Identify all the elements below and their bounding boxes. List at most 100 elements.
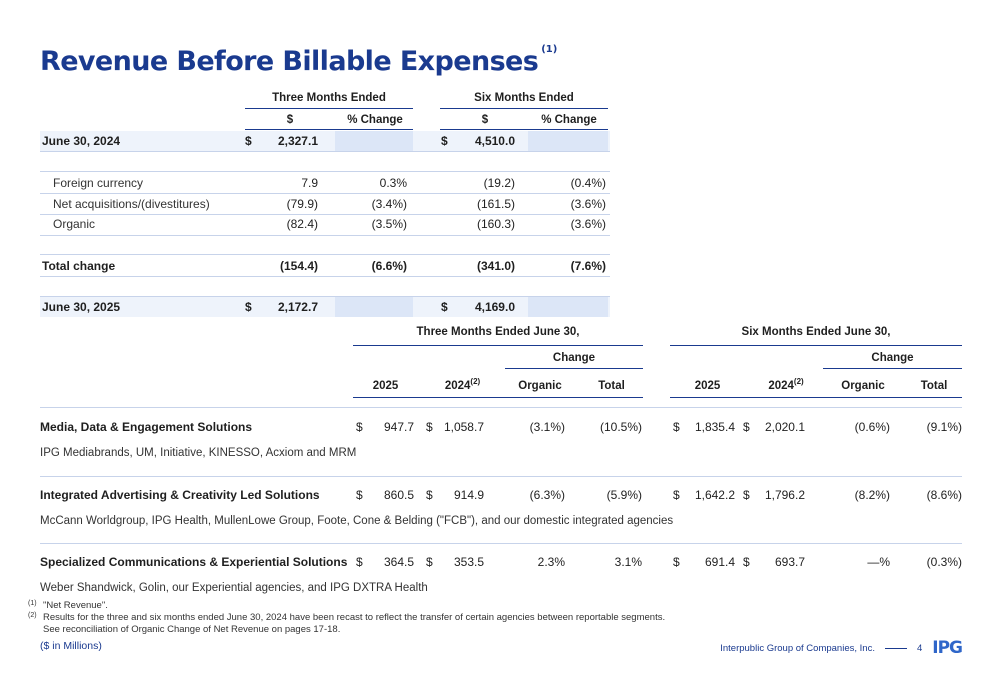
- q-total: (10.5%): [599, 420, 642, 434]
- segment-name: Media, Data & Engagement Solutions: [40, 420, 253, 434]
- q-organic: 2.3%: [537, 555, 565, 569]
- row-label: Organic: [53, 217, 96, 231]
- page-title: Revenue Before Billable Expenses (1): [40, 44, 558, 77]
- row-divider: [40, 193, 610, 194]
- q24-value: 353.5: [453, 555, 484, 569]
- table-row: Organic (82.4) (3.5%) (160.3) (3.6%): [40, 214, 610, 234]
- footnote: See reconciliation of Organic Change of …: [28, 624, 665, 636]
- q-value: (154.4): [279, 259, 318, 273]
- empty-highlight-cell: [335, 131, 413, 151]
- company-name: Interpublic Group of Companies, Inc.: [720, 642, 875, 654]
- row-label: Foreign currency: [53, 176, 144, 190]
- q24-value: 1,058.7: [443, 420, 484, 434]
- currency-sign: $: [245, 134, 252, 148]
- segment-name: Specialized Communications & Experientia…: [40, 555, 348, 569]
- s-value: (19.2): [483, 176, 515, 190]
- s24-value: 1,796.2: [764, 488, 805, 502]
- row-label: June 30, 2025: [42, 300, 121, 314]
- row-divider: [40, 276, 610, 277]
- currency-sign: $: [426, 420, 433, 434]
- table-row: Total change (154.4) (6.6%) (341.0) (7.6…: [40, 256, 610, 276]
- q-value: (79.9): [286, 197, 318, 211]
- header-three-months-june: Three Months Ended June 30,: [416, 326, 580, 338]
- segment-description: IPG Mediabrands, UM, Initiative, KINESSO…: [40, 447, 357, 459]
- col-s-dollar: $: [481, 114, 489, 126]
- segment-description: Weber Shandwick, Golin, our Experiential…: [40, 582, 428, 594]
- currency-sign: $: [356, 488, 363, 502]
- col-q-pct: % Change: [347, 114, 403, 126]
- header-underline: [440, 129, 608, 130]
- s-pct: (3.6%): [570, 197, 606, 211]
- segment-description: McCann Worldgroup, IPG Health, MullenLow…: [40, 515, 674, 527]
- header-underline: [670, 345, 962, 346]
- q25-value: 947.7: [383, 420, 414, 434]
- q-pct: (3.5%): [371, 217, 407, 231]
- q-total: 3.1%: [614, 555, 642, 569]
- currency-sign: $: [673, 555, 680, 569]
- footer-divider: [884, 647, 907, 649]
- footnote-mark: (1): [28, 600, 37, 607]
- s-value: 4,169.0: [474, 300, 515, 314]
- currency-sign: $: [441, 300, 448, 314]
- segment-name: Integrated Advertising & Creativity Led …: [40, 488, 320, 502]
- col-q-dollar: $: [286, 114, 294, 126]
- footnote-text: Results for the three and six months end…: [43, 612, 666, 623]
- footnote-mark: (2): [793, 377, 804, 386]
- col-organic: Organic: [841, 380, 885, 392]
- currency-sign: $: [426, 555, 433, 569]
- ipg-logo-icon: IPG: [932, 638, 963, 658]
- currency-sign: $: [426, 488, 433, 502]
- row-divider: [40, 214, 610, 215]
- header-underline: [440, 108, 608, 109]
- currency-sign: $: [245, 300, 252, 314]
- header-underline: [670, 397, 962, 398]
- s-pct: (0.4%): [570, 176, 606, 190]
- row-divider: [40, 254, 610, 255]
- q-organic: (3.1%): [529, 420, 565, 434]
- col-organic: Organic: [518, 380, 562, 392]
- header-underline: [505, 368, 643, 369]
- table-row: June 30, 2025 $ 2,172.7 $ 4,169.0: [40, 297, 610, 317]
- empty-highlight-cell: [528, 297, 608, 317]
- q-organic: (6.3%): [529, 488, 565, 502]
- q-total: (5.9%): [606, 488, 642, 502]
- row-label: June 30, 2024: [42, 134, 121, 148]
- footnote-text: "Net Revenue".: [43, 600, 108, 611]
- col-2025: 2025: [694, 380, 721, 392]
- row-divider: [40, 543, 962, 544]
- s-total: (8.6%): [926, 488, 962, 502]
- table-row: June 30, 2024 $ 2,327.1 $ 4,510.0: [40, 131, 610, 151]
- row-divider: [40, 151, 610, 152]
- header-three-months: Three Months Ended: [272, 92, 386, 104]
- table-row: Net acquisitions/(divestitures) (79.9) (…: [40, 194, 610, 214]
- header-change: Change: [871, 352, 914, 364]
- title-footnote-mark: (1): [541, 44, 558, 55]
- footnote-mark: (2): [470, 377, 481, 386]
- s-pct: (7.6%): [570, 259, 606, 273]
- header-six-months-june: Six Months Ended June 30,: [741, 326, 891, 338]
- col-2024: 2024(2): [752, 377, 820, 392]
- header-underline: [823, 368, 962, 369]
- page-number: 4: [916, 642, 923, 654]
- col-2024: 2024(2): [425, 377, 500, 392]
- currency-sign: $: [743, 488, 750, 502]
- col-2024-text: 2024: [444, 380, 471, 392]
- empty-highlight-cell: [335, 297, 413, 317]
- footnote: (2) Results for the three and six months …: [28, 612, 665, 624]
- col-2025: 2025: [372, 380, 399, 392]
- row-divider: [40, 407, 962, 408]
- currency-sign: $: [743, 555, 750, 569]
- footnote-mark: (2): [28, 612, 37, 619]
- row-divider: [40, 476, 962, 477]
- s-organic: (0.6%): [854, 420, 890, 434]
- table-row: Foreign currency 7.9 0.3% (19.2) (0.4%): [40, 173, 610, 193]
- s25-value: 691.4: [704, 555, 735, 569]
- s-pct: (3.6%): [570, 217, 606, 231]
- s-organic: (8.2%): [854, 488, 890, 502]
- footnotes: (1) "Net Revenue". (2) Results for the thr…: [28, 600, 665, 636]
- row-label: Net acquisitions/(divestitures): [53, 197, 210, 211]
- header-change: Change: [552, 352, 596, 364]
- q-pct: 0.3%: [379, 176, 407, 190]
- s25-value: 1,835.4: [694, 420, 735, 434]
- currency-sign: $: [673, 420, 680, 434]
